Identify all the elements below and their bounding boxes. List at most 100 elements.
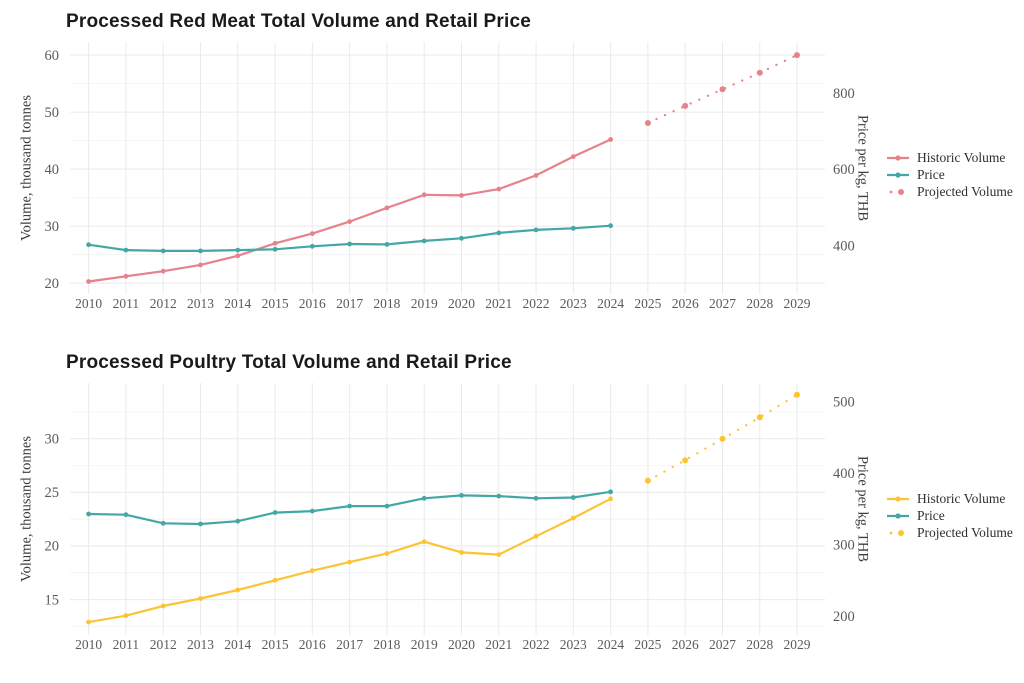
left-y-tick-label: 15 xyxy=(45,592,60,608)
right-y-tick-label: 400 xyxy=(833,466,855,482)
left-y-tick-label: 20 xyxy=(45,276,60,292)
red-meat-left-axis-title: Volume, thousand tonnes xyxy=(18,95,35,241)
red-meat-plot-canvas: 20 30 40 50 60 400 600 800 2010 2011 2012 2013 2014 2… xyxy=(45,42,855,311)
poultry-legend: Historic Volume Price Projected Volume xyxy=(886,490,1013,541)
data-point xyxy=(160,248,166,254)
legend-label: Projected Volume xyxy=(917,183,1013,199)
x-tick-label: 2019 xyxy=(411,296,438,311)
x-tick-label: 2025 xyxy=(634,637,661,652)
historic-volume-points xyxy=(86,496,613,625)
legend-key-historic-volume-icon xyxy=(887,495,909,502)
x-tick-label: 2017 xyxy=(336,637,363,652)
poultry-left-axis-title: Volume, thousand tonnes xyxy=(18,436,35,582)
legend-key-price-icon xyxy=(887,512,909,519)
data-point xyxy=(198,248,203,254)
data-point xyxy=(794,391,800,398)
x-tick-label: 2026 xyxy=(672,637,699,652)
legend-item-price: Price xyxy=(886,166,1013,183)
data-point xyxy=(682,457,689,464)
x-tick-label: 2015 xyxy=(262,637,289,652)
left-y-tick-label: 30 xyxy=(45,219,60,235)
x-tick-label: 2014 xyxy=(224,296,251,311)
left-y-tick-label: 60 xyxy=(45,48,60,64)
x-tick-label: 2027 xyxy=(709,637,736,652)
data-point xyxy=(459,550,464,555)
data-point xyxy=(570,225,576,231)
data-point xyxy=(608,489,613,495)
red-meat-chart: 20 30 40 50 60 400 600 800 2010 2011 2012 2013 2014 2… xyxy=(18,11,1013,311)
key-dot xyxy=(895,495,901,502)
x-tick-label: 2025 xyxy=(634,296,661,311)
data-point xyxy=(496,186,502,192)
left-y-tick-label: 30 xyxy=(45,432,60,448)
right-y-tick-label: 800 xyxy=(833,86,855,102)
data-point xyxy=(496,552,502,557)
price-points xyxy=(86,223,613,254)
data-point xyxy=(421,539,427,545)
data-point xyxy=(533,173,539,178)
data-point xyxy=(682,102,689,109)
red-meat-right-axis-title: Price per kg, THB xyxy=(854,114,871,222)
data-point xyxy=(86,511,91,517)
projected-volume-line xyxy=(646,53,799,125)
data-point xyxy=(384,242,390,247)
x-tick-label: 2026 xyxy=(672,296,699,311)
data-point xyxy=(235,247,241,253)
data-point xyxy=(86,619,91,625)
right-y-tick-label: 400 xyxy=(833,239,855,255)
x-tick-label: 2024 xyxy=(597,637,624,652)
red-meat-legend: Historic Volume Price Projected Volume xyxy=(886,149,1013,200)
x-tick-label: 2011 xyxy=(113,637,140,652)
x-tick-label: 2020 xyxy=(448,637,475,652)
x-tick-label: 2020 xyxy=(448,296,475,311)
data-point xyxy=(459,493,464,498)
x-tick-label: 2021 xyxy=(485,296,512,311)
red-meat-chart-title: Processed Red Meat Total Volume and Reta… xyxy=(66,11,532,32)
dot-small xyxy=(889,190,893,193)
data-point xyxy=(235,587,241,593)
data-point xyxy=(421,495,427,501)
left-y-tick-label: 50 xyxy=(45,105,60,121)
data-point xyxy=(533,495,539,501)
data-point xyxy=(160,603,166,609)
data-point xyxy=(86,279,91,284)
x-tick-label: 2028 xyxy=(746,296,773,311)
legend-key-projected-volume-icon xyxy=(889,188,904,195)
x-tick-label: 2022 xyxy=(523,296,550,311)
right-y-tick-label: 200 xyxy=(833,609,855,625)
x-tick-label: 2017 xyxy=(336,296,363,311)
data-point xyxy=(756,69,763,76)
data-point xyxy=(608,496,613,502)
data-point xyxy=(123,247,129,253)
data-point xyxy=(533,533,539,539)
dot-small xyxy=(889,531,893,534)
data-point xyxy=(384,551,390,556)
x-tick-label: 2016 xyxy=(299,637,326,652)
data-point xyxy=(272,510,278,515)
data-point xyxy=(123,512,129,518)
data-point xyxy=(570,515,576,521)
left-y-tick-label: 20 xyxy=(45,539,60,555)
legend-item-projected-volume: Projected Volume xyxy=(886,524,1013,541)
data-point xyxy=(608,137,613,142)
key-dot xyxy=(895,171,901,178)
key-dot xyxy=(895,512,901,519)
x-tick-label: 2018 xyxy=(373,637,400,652)
data-point xyxy=(198,596,203,601)
data-point xyxy=(459,193,464,198)
right-y-tick-label: 600 xyxy=(833,162,855,178)
data-point xyxy=(570,154,576,160)
x-tick-label: 2029 xyxy=(784,296,811,311)
data-point xyxy=(384,205,390,211)
data-point xyxy=(235,518,241,524)
x-tick-label: 2012 xyxy=(150,296,177,311)
left-y-tick-label: 40 xyxy=(45,162,60,178)
legend-key-price-icon xyxy=(887,171,909,178)
price-points xyxy=(86,489,613,527)
dot-large xyxy=(898,188,904,195)
data-point xyxy=(421,192,427,198)
data-point xyxy=(347,559,352,565)
data-point xyxy=(198,521,203,527)
x-tick-label: 2011 xyxy=(113,296,140,311)
